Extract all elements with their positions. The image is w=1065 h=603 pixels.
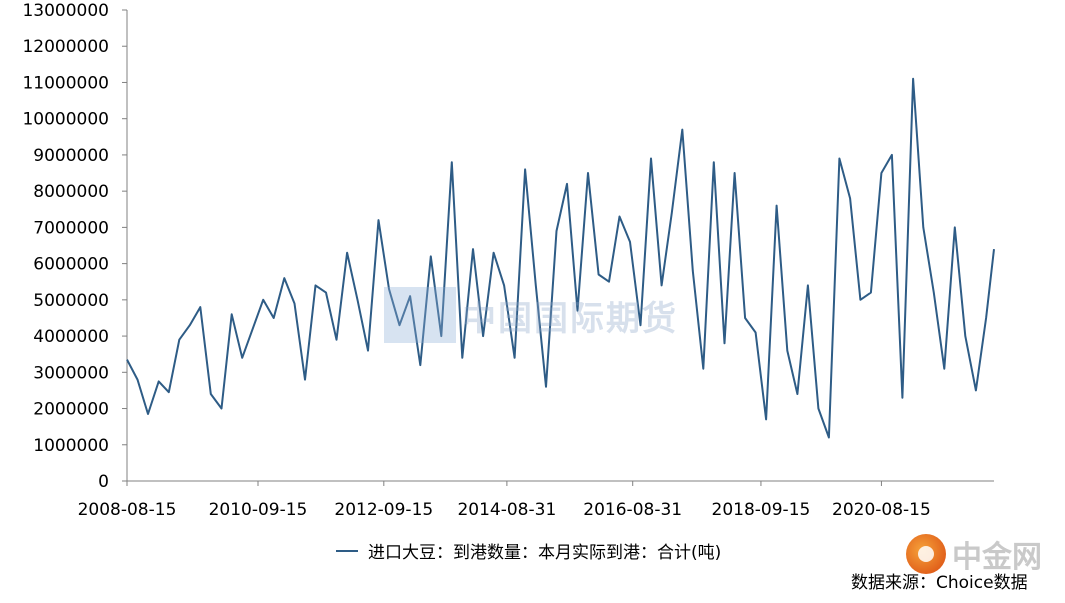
y-tick-label: 6000000 [33,255,109,275]
series-layer [126,77,995,439]
x-tick-label: 2008-08-15 [78,500,177,520]
y-tick-label: 12000000 [22,37,109,57]
series-line [126,77,995,439]
y-tick-label: 8000000 [33,182,109,202]
y-tick-label: 9000000 [33,146,109,166]
legend: 进口大豆：到港数量：本月实际到港：合计(吨) [336,538,721,563]
brand-logo-icon [906,534,946,574]
brand-logo-text: 中金网 [952,540,1042,575]
y-tick-label: 2000000 [33,400,109,420]
x-tick-label: 2014-08-31 [457,500,556,520]
y-tick-label: 1000000 [33,436,109,456]
x-tick-label: 2016-08-31 [583,500,682,520]
data-source-note: 数据来源：Choice数据 [851,573,1028,593]
x-tick-label: 2010-09-15 [209,500,308,520]
x-tick-label: 2020-08-15 [832,500,931,520]
x-axis: 2008-08-15 2010-09-15 2012-09-15 2014-08-31… [78,480,994,520]
y-tick-label: 7000000 [33,218,109,238]
x-tick-label: 2018-09-15 [712,500,811,520]
legend-label: 进口大豆：到港数量：本月实际到港：合计(吨) [368,543,722,563]
y-axis: 0 1000000 2000000 3000000 4000000 5000000 6000… [22,1,128,492]
y-tick-label: 10000000 [22,110,109,130]
y-tick-label: 4000000 [33,327,109,347]
y-tick-label: 0 [98,472,109,492]
y-tick-label: 3000000 [33,363,109,383]
y-tick-label: 11000000 [22,73,109,93]
y-tick-label: 5000000 [33,291,109,311]
x-tick-label: 2012-09-15 [334,500,433,520]
brand-logo: 中金网 [906,532,1042,576]
legend-swatch [336,549,358,552]
y-tick-label: 13000000 [22,1,109,21]
